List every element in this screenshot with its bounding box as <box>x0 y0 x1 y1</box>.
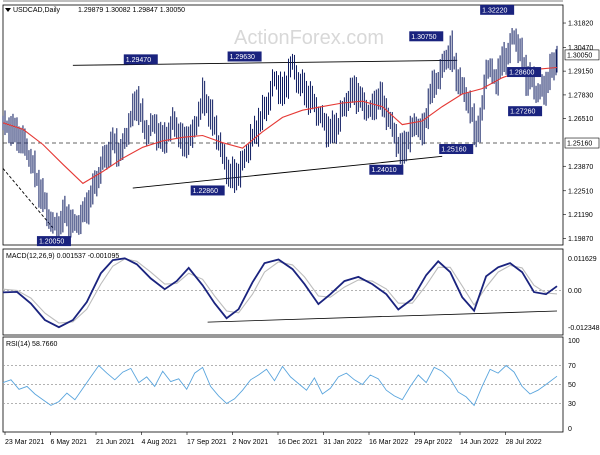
x-axis-label: 4 Aug 2021 <box>142 439 178 446</box>
x-axis-label: 31 Jan 2022 <box>324 439 363 446</box>
rsi-tick-label: 100 <box>568 338 580 345</box>
price-tick-label: 1.27830 <box>568 92 593 99</box>
ohlc-header: 1.29879 1.30082 1.29847 1.30050 <box>78 7 185 14</box>
price-annotation-label: 1.32220 <box>482 7 507 14</box>
price-annotation-label: 1.28600 <box>509 70 534 77</box>
level-tag-box <box>564 137 600 149</box>
price-annotation-label: 1.25160 <box>441 147 466 154</box>
price-annotation-label: 1.29630 <box>230 54 255 61</box>
price-tick-label: 1.19870 <box>568 236 593 243</box>
rsi-label: RSI(14) 58.7660 <box>6 341 57 348</box>
macd-line <box>2 257 558 329</box>
rsi-tick-label: 0 <box>568 426 572 433</box>
current-price-label: 1.30050 <box>567 52 592 59</box>
price-annotation-box <box>227 51 262 62</box>
macd-label: MACD(12,26,9) 0.001537 -0.001095 <box>6 253 119 260</box>
macd-tick-label: -0.012348 <box>568 325 600 332</box>
rsi-tick-label: 50 <box>568 382 576 389</box>
collapse-arrow-icon <box>5 8 11 12</box>
watermark: ActionForex.com <box>234 27 384 49</box>
rsi-tick-label: 30 <box>568 401 576 408</box>
price-tick-label: 1.31820 <box>568 21 593 28</box>
x-axis-label: 29 Apr 2022 <box>415 439 453 446</box>
price-annotation-label: 1.22860 <box>193 188 218 195</box>
price-tick-label: 1.22510 <box>568 188 593 195</box>
rsi-line <box>2 364 558 407</box>
x-axis-label: 16 Dec 2021 <box>278 439 318 446</box>
trend-line <box>132 155 443 189</box>
price-annotation-label: 1.20050 <box>39 239 64 246</box>
price-annotation-box <box>123 54 158 65</box>
x-axis-label: 28 Jul 2022 <box>506 439 542 446</box>
moving-average-line <box>2 66 558 185</box>
price-annotation-box <box>439 144 474 155</box>
trend-line <box>2 168 54 229</box>
price-annotation-label: 1.24010 <box>371 167 396 174</box>
x-axis-label: 21 Jun 2021 <box>96 439 135 446</box>
x-axis-label: 2 Nov 2021 <box>233 439 269 446</box>
price-annotation-label: 1.29470 <box>126 57 151 64</box>
x-axis-label: 17 Sep 2021 <box>187 439 227 446</box>
level-tag-label: 1.25160 <box>567 141 592 148</box>
x-axis-label: 6 May 2021 <box>51 439 88 446</box>
price-tick-label: 1.21190 <box>568 212 593 219</box>
instrument-label: USDCAD,Daily <box>13 7 61 14</box>
x-axis-label: 23 Mar 2021 <box>5 439 44 446</box>
price-annotation-box <box>480 4 515 15</box>
price-tick-label: 1.26510 <box>568 116 593 123</box>
rsi-tick-label: 70 <box>568 363 576 370</box>
price-annotation-box <box>508 106 543 117</box>
x-axis-label: 14 Jun 2022 <box>460 439 499 446</box>
current-price-box <box>564 49 600 61</box>
macd-tick-label: 0.00 <box>568 288 582 295</box>
price-annotation-box <box>36 236 71 247</box>
price-annotation-box <box>507 67 542 78</box>
price-tick-label: 1.29150 <box>568 69 593 76</box>
price-annotation-label: 1.27260 <box>510 109 535 116</box>
price-annotation-box <box>369 164 404 175</box>
price-annotation-label: 1.30750 <box>411 34 436 41</box>
trend-line <box>72 59 458 66</box>
price-tick-label: 1.23870 <box>568 164 593 171</box>
macd-tick-label: 0.011629 <box>568 256 597 263</box>
price-tick-label: 1.30470 <box>568 45 593 52</box>
macd-trend-line <box>207 310 558 323</box>
price-bars <box>2 28 558 243</box>
price-annotation-box <box>409 31 444 42</box>
x-axis-label: 16 Mar 2022 <box>369 439 408 446</box>
price-annotation-box <box>190 185 225 196</box>
